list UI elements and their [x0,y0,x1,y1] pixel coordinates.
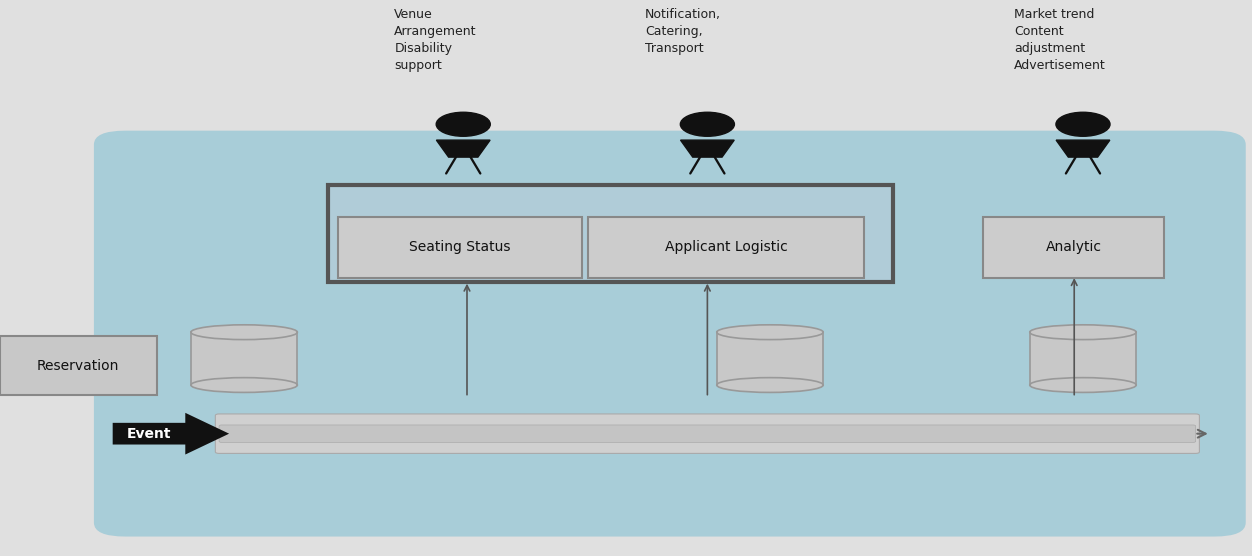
Text: Reservation: Reservation [38,359,119,373]
Polygon shape [1057,140,1109,157]
Polygon shape [1029,332,1137,385]
FancyBboxPatch shape [215,414,1199,454]
FancyBboxPatch shape [94,131,1246,537]
Text: Market trend
Content
adjustment
Advertisement: Market trend Content adjustment Advertis… [1014,8,1106,72]
Polygon shape [113,413,229,455]
Text: Notification,
Catering,
Transport: Notification, Catering, Transport [645,8,721,56]
Polygon shape [437,140,490,157]
Ellipse shape [190,325,298,340]
FancyBboxPatch shape [219,425,1196,443]
Circle shape [1055,112,1111,136]
Polygon shape [190,332,298,385]
Text: Seating Status: Seating Status [409,240,511,255]
FancyBboxPatch shape [983,217,1164,278]
Ellipse shape [190,378,298,393]
Ellipse shape [716,325,824,340]
Text: Applicant Logistic: Applicant Logistic [665,240,788,255]
Text: Analytic: Analytic [1045,240,1102,255]
Circle shape [680,112,735,136]
Ellipse shape [716,378,824,393]
FancyBboxPatch shape [588,217,864,278]
Text: Event: Event [126,426,172,441]
Circle shape [436,112,491,136]
FancyBboxPatch shape [328,185,893,282]
FancyBboxPatch shape [338,217,582,278]
Ellipse shape [1029,378,1137,393]
Ellipse shape [1029,325,1137,340]
FancyBboxPatch shape [0,336,156,395]
Polygon shape [681,140,734,157]
Text: Venue
Arrangement
Disability
support: Venue Arrangement Disability support [394,8,477,72]
Polygon shape [716,332,824,385]
